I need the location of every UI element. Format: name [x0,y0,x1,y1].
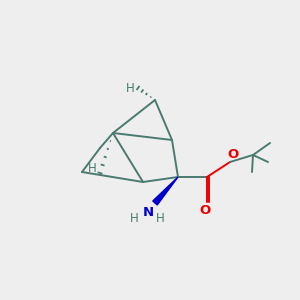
Polygon shape [153,177,178,205]
Text: O: O [227,148,239,161]
Text: H: H [126,82,134,94]
Text: H: H [156,212,164,224]
Text: N: N [142,206,154,218]
Text: O: O [200,203,211,217]
Text: H: H [130,212,138,224]
Text: H: H [88,161,96,175]
